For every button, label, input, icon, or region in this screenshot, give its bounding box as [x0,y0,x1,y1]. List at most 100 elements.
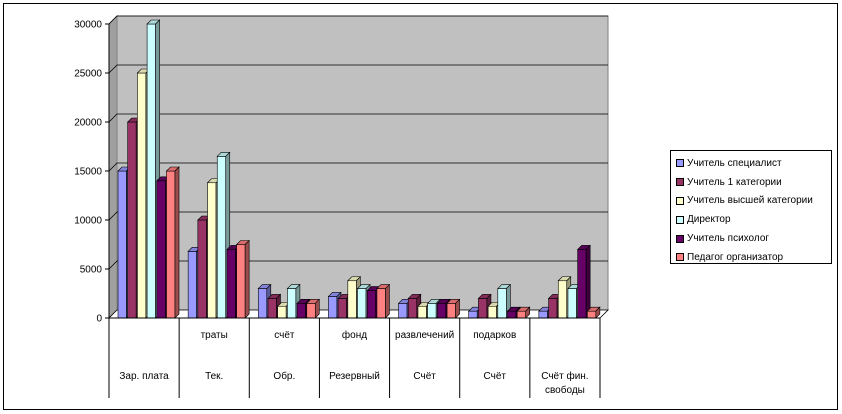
gridline [108,113,608,123]
bar [376,283,391,319]
bar-side [385,283,390,319]
bar-front [468,310,478,319]
bar-front [357,288,367,319]
y-axis: 0 5000 10000 15000 20000 25000 30000 [74,20,110,325]
legend-swatch [676,196,684,205]
bar-front [337,298,347,319]
bar [446,298,461,319]
legend-label: Директор [687,214,731,226]
bar-front [548,298,558,319]
bar-front [267,298,277,319]
bar-front [478,298,488,319]
bar-front [226,249,236,319]
legend-swatch [676,253,684,262]
y-tick-label: 20000 [74,118,102,129]
legend-swatch [676,234,684,243]
bar [586,306,601,319]
bar-front [328,296,338,319]
bar-front [557,280,568,319]
bar-front [347,280,357,319]
bar-front [296,302,306,319]
bar-side [595,306,601,319]
bar-front [236,244,246,319]
x-tick-label: свободы [545,384,585,396]
legend-item: Директор [676,210,831,229]
y-tick-label: 15000 [74,167,102,178]
legend-swatch [676,159,684,168]
bar-front [577,249,587,319]
x-tick-label: Счёт фин. [541,370,588,382]
x-tick-label: Счёт [484,371,507,382]
legend-label: Учитель специалист [687,157,782,169]
bar-front [366,290,377,319]
bar [235,239,250,319]
bar-front [166,170,176,319]
bar-side [244,239,250,319]
bar-front [487,305,497,319]
bar-front [127,121,137,319]
bar-front [306,302,316,319]
bar-side [585,244,591,319]
bar-side [525,306,531,319]
legend-swatch [676,178,684,187]
legend-item: Учитель специалист [676,154,831,173]
bar-front [497,288,507,319]
bar [576,244,591,319]
legend-label: Учитель высшей категории [687,195,813,207]
bar-front [117,170,127,319]
x-axis: Зар. плата траты Тек. счёт Обр. фонд Резервный… [108,317,601,398]
y-tick-label: 5000 [80,265,103,276]
legend-swatch [676,215,684,224]
bar-front [207,182,217,319]
x-tick-label: фонд [342,329,367,341]
y-tick-label: 30000 [74,20,102,31]
bar-front [446,302,456,319]
bar-front [507,310,517,319]
bar-front [407,298,418,319]
bar-front [146,23,156,319]
legend-label: Педагог организатор [687,251,784,263]
gridline [108,211,608,221]
legend-label: Учитель 1 категории [687,176,782,188]
bar-front [287,288,297,319]
bar [516,306,531,319]
legend-label: Учитель психолог [687,233,770,245]
gridline [108,162,608,172]
x-tick-label: Зар. плата [119,371,169,382]
bar-side [314,298,320,319]
x-tick-label: счёт [274,330,295,341]
bar-front [417,305,427,319]
x-tick-label: подарков [473,330,516,341]
gridline [108,260,608,270]
bar-front [376,288,386,319]
chart-walls [108,14,609,320]
bar-side [174,166,180,319]
legend-item: Учитель высшей категории [676,192,831,211]
x-tick-label: Обр. [273,370,295,382]
y-tick-label: 25000 [74,69,102,80]
bar-front [398,302,408,319]
bar [306,298,321,319]
bar-front [437,302,447,319]
bar-front [137,72,147,319]
legend-item: Учитель 1 категории [676,173,831,192]
x-tick-label: Счёт [413,371,436,382]
bar-front [277,305,287,319]
legend-item: Педагог организатор [676,248,831,267]
bars [117,19,601,319]
x-tick-label: Резервный [329,371,380,382]
bar-front [257,288,268,319]
x-tick-label: Тек. [205,371,223,382]
bar-front [567,288,577,319]
bar-front [216,156,227,319]
bar-front [427,302,437,319]
gridlines [108,15,608,270]
bar-front [516,310,527,319]
legend: Учитель специалист Учитель 1 категории Учи… [670,150,832,264]
y-tick-label: 10000 [74,216,102,227]
bar-front [156,180,166,319]
bar-front [187,251,197,319]
gridline [108,15,608,25]
bar-front [538,310,548,319]
x-tick-label: развлечений [395,330,454,341]
